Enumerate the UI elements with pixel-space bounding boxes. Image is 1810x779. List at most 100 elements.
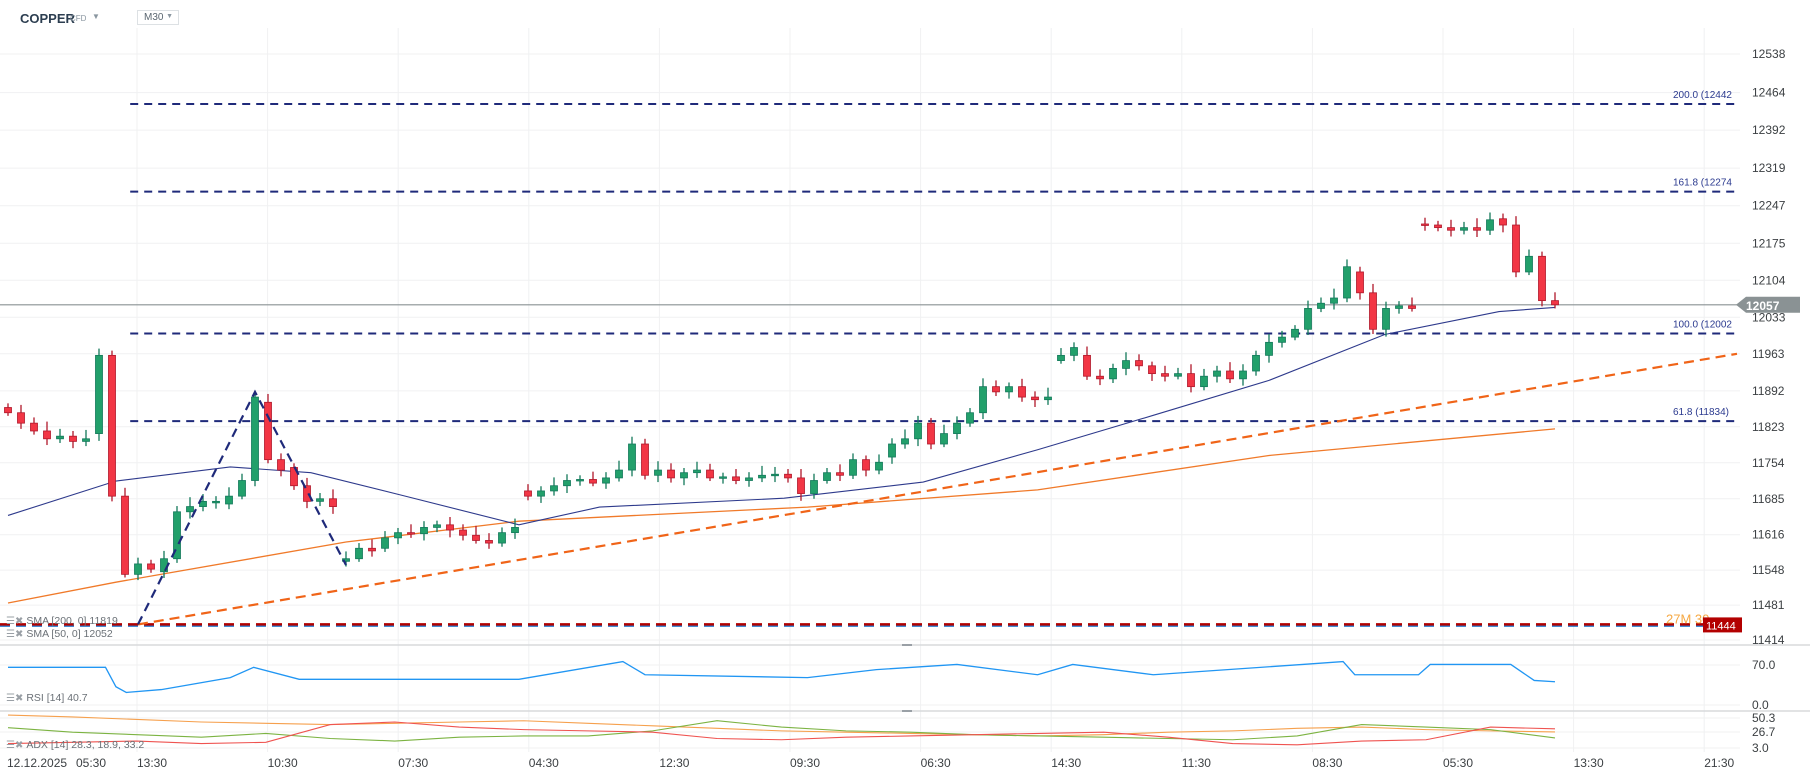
candle-bearish <box>1369 292 1377 330</box>
time-axis-label: 05:30 <box>76 756 106 770</box>
candle-bearish <box>1187 373 1195 388</box>
candle-bullish <box>498 532 506 544</box>
price-axis-tick: 11481 <box>1752 598 1785 612</box>
candle-bullish <box>1317 302 1325 309</box>
legend-sma200[interactable]: ☰✖ SMA [200, 0] 11819 <box>6 615 118 627</box>
candle-bearish <box>264 401 272 461</box>
pane-resize-handle[interactable] <box>902 710 912 712</box>
minus-di-line[interactable] <box>7 721 1556 746</box>
candle-bearish <box>303 485 311 502</box>
candle-bullish <box>186 506 194 513</box>
menu-icon[interactable]: ☰✖ <box>6 740 24 751</box>
candle-bullish <box>355 547 363 560</box>
time-axis-label: 10:30 <box>268 756 298 770</box>
candle-bullish <box>1044 396 1052 401</box>
candle-bearish <box>732 476 740 481</box>
menu-icon[interactable]: ☰✖ <box>6 616 24 627</box>
symbol-dropdown-chevron-icon[interactable]: ▼ <box>92 12 100 21</box>
candle-bullish <box>1460 227 1468 231</box>
candle-bearish <box>1512 224 1520 273</box>
fibonacci-level-label: 161.8 (12274 <box>1673 178 1732 189</box>
candle-bearish <box>667 469 675 479</box>
candle-bullish <box>1395 305 1403 309</box>
candle-bullish <box>1239 370 1247 380</box>
legend-sma50[interactable]: ☰✖ SMA [50, 0] 12052 <box>6 628 113 640</box>
time-axis-label: 08:30 <box>1312 756 1342 770</box>
candle-bearish <box>1135 360 1143 367</box>
price-axis-tick: 12175 <box>1752 236 1786 250</box>
candle-bearish <box>147 563 155 570</box>
candle-bullish <box>953 422 961 434</box>
candle-bullish <box>238 480 246 497</box>
sma200-line[interactable] <box>7 428 1556 604</box>
candle-bullish <box>537 490 545 497</box>
support-price-tag: 11444 <box>1706 620 1736 632</box>
menu-icon[interactable]: ☰✖ <box>6 629 24 640</box>
adx-line[interactable] <box>7 714 1556 737</box>
candle-bullish <box>342 558 350 562</box>
candle-bearish <box>1408 305 1416 309</box>
symbol-name[interactable]: COPPER <box>20 11 75 26</box>
candle-bullish <box>654 469 662 476</box>
candle-bearish <box>1161 373 1169 377</box>
candle-bearish <box>69 435 77 442</box>
candle-bullish <box>901 438 909 445</box>
candle-bullish <box>563 480 571 487</box>
candle-bullish <box>1174 373 1182 377</box>
candle-bullish <box>1109 368 1117 380</box>
candle-bearish <box>589 479 597 484</box>
plus-di-line[interactable] <box>7 720 1556 742</box>
candle-bullish <box>394 532 402 539</box>
rsi-line[interactable] <box>8 660 1556 694</box>
legend-rsi[interactable]: ☰✖ RSI [14] 40.7 <box>6 692 88 704</box>
time-axis-label: 09:30 <box>790 756 820 770</box>
candle-bearish <box>472 534 480 541</box>
time-axis-label: 07:30 <box>398 756 428 770</box>
adx-axis-tick: 50.3 <box>1752 711 1776 725</box>
candle-bullish <box>82 438 90 442</box>
candle-bearish <box>1148 365 1156 375</box>
candle-bearish <box>407 532 415 535</box>
pane-resize-handle[interactable] <box>902 644 912 646</box>
candle-bearish <box>277 459 285 471</box>
candle-bullish <box>1200 375 1208 388</box>
price-axis-tick: 12538 <box>1752 47 1786 61</box>
candle-bearish <box>108 354 116 497</box>
candle-bullish <box>173 511 181 560</box>
price-axis-tick: 12033 <box>1752 310 1786 324</box>
candle-bullish <box>1382 308 1390 330</box>
candle-bearish <box>641 443 649 476</box>
time-axis-label: 11:30 <box>1182 756 1211 770</box>
timeframe-select[interactable]: M30 ▼ <box>137 10 179 25</box>
candle-bullish <box>56 435 64 440</box>
price-axis-tick: 11892 <box>1752 384 1785 398</box>
candle-bearish <box>1421 223 1429 226</box>
candle-bearish <box>1226 370 1234 380</box>
time-axis-label: 05:30 <box>1443 756 1473 770</box>
candle-bullish <box>134 563 142 575</box>
rsi-axis-tick: 70.0 <box>1752 658 1776 672</box>
legend-adx[interactable]: ☰✖ ADX [14] 28.3, 18.9, 33.2 <box>6 739 144 751</box>
adx-axis-tick: 26.7 <box>1752 725 1776 739</box>
candle-bullish <box>771 473 779 477</box>
support-tag-bg <box>1703 617 1742 633</box>
candle-bearish <box>992 386 1000 393</box>
candle-bearish <box>524 490 532 497</box>
rsi-axis-tick: 0.0 <box>1752 698 1769 712</box>
candle-bullish <box>1070 347 1078 356</box>
legend-rsi-text: RSI [14] 40.7 <box>26 692 88 704</box>
menu-icon[interactable]: ☰✖ <box>6 693 24 704</box>
candle-bullish <box>420 527 428 535</box>
candle-bullish <box>628 443 636 471</box>
price-axis-tick: 12104 <box>1752 273 1786 287</box>
fibonacci-level-label: 100.0 (12002 <box>1673 319 1732 330</box>
candle-bullish <box>875 461 883 471</box>
candle-bullish <box>745 477 753 481</box>
zigzag-drawing[interactable] <box>137 389 347 625</box>
time-axis-label: 21:30 <box>1704 756 1734 770</box>
candle-bullish <box>914 422 922 440</box>
price-axis-tick: 11548 <box>1752 563 1785 577</box>
trendline-drawing[interactable] <box>137 352 1738 626</box>
price-axis-tick: 12392 <box>1752 123 1786 137</box>
